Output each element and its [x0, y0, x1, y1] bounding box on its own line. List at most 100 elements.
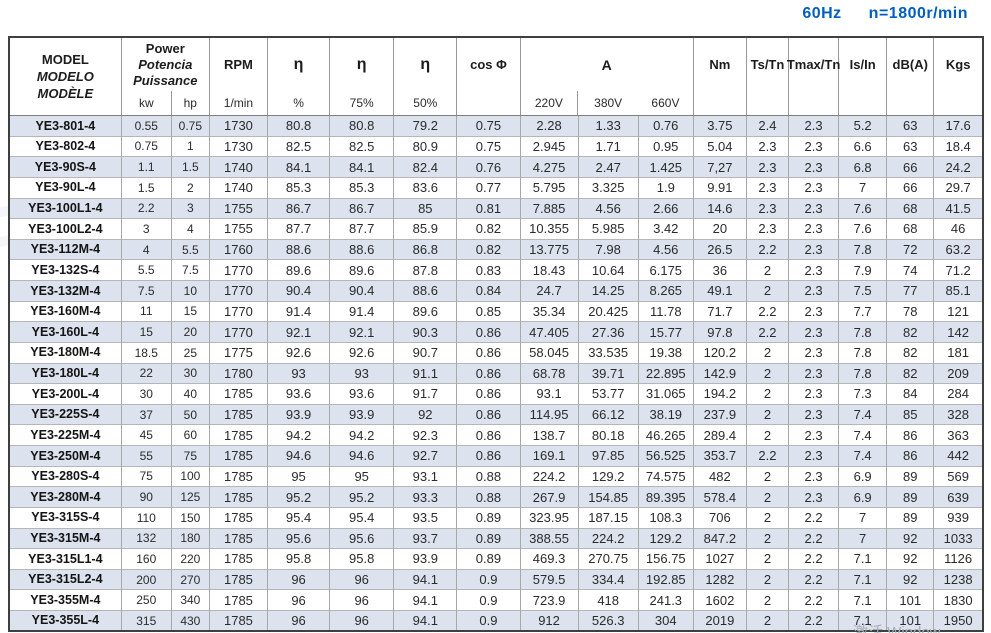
value-cell: 7: [838, 527, 887, 549]
value-cell: 95.2: [329, 486, 394, 508]
value-cell: 2.3: [787, 383, 839, 405]
model-cell: YE3-225S-4: [9, 403, 122, 425]
value-cell: 10: [170, 280, 210, 302]
value-cell: 1.1: [120, 156, 172, 178]
value-cell: 2.3: [787, 280, 839, 302]
value-cell: 2.28: [519, 115, 579, 137]
value-cell: 95: [266, 465, 330, 487]
value-cell: 90.4: [266, 280, 330, 302]
value-cell: 639: [933, 486, 983, 508]
value-cell: 110: [120, 506, 172, 528]
table-row: YE3-280S-4 75 100 1785 95 95 93.1 0.88 2…: [9, 465, 983, 487]
value-cell: 180: [170, 527, 210, 549]
value-cell: 1.425: [637, 156, 694, 178]
value-cell: 91.4: [329, 300, 394, 322]
value-cell: 19.38: [637, 341, 694, 363]
value-cell: 579.5: [519, 568, 579, 590]
value-cell: 2: [745, 548, 789, 570]
value-cell: 2.2: [787, 568, 839, 590]
value-cell: 5.795: [519, 176, 579, 198]
value-cell: 2: [745, 383, 789, 405]
value-cell: 442: [933, 445, 983, 467]
value-cell: 0.81: [456, 197, 520, 219]
table-row: YE3-132S-4 5.5 7.5 1770 89.6 89.6 87.8 0…: [9, 259, 983, 281]
value-cell: 7.4: [838, 445, 887, 467]
value-cell: 125: [170, 486, 210, 508]
value-cell: 2.2: [120, 197, 172, 219]
value-cell: 7.5: [120, 280, 172, 302]
value-cell: 47.405: [519, 321, 579, 343]
value-cell: 2: [170, 176, 210, 198]
value-cell: 7.6: [838, 218, 887, 240]
value-cell: 77: [886, 280, 934, 302]
model-cell: YE3-100L2-4: [9, 218, 122, 240]
value-cell: 1238: [933, 568, 983, 590]
eta-symbol: η: [356, 55, 367, 73]
table-row: YE3-180L-4 22 30 1780 93 93 91.1 0.86 68…: [9, 362, 983, 384]
table-row: YE3-315L1-4 160 220 1785 95.8 95.8 93.9 …: [9, 548, 983, 570]
value-cell: 96: [266, 589, 330, 611]
value-cell: 3: [170, 197, 210, 219]
value-cell: 93: [266, 362, 330, 384]
value-cell: 0.75: [456, 115, 520, 137]
value-cell: 2.2: [745, 238, 789, 260]
value-cell: 2.3: [787, 135, 839, 157]
value-cell: 82.4: [393, 156, 457, 178]
value-cell: 1.9: [637, 176, 694, 198]
value-cell: 90.4: [329, 280, 394, 302]
value-cell: 80.9: [393, 135, 457, 157]
value-cell: 84: [886, 383, 934, 405]
value-cell: 2: [745, 362, 789, 384]
value-cell: 7.885: [519, 197, 579, 219]
value-cell: 2.3: [787, 259, 839, 281]
value-cell: 93.5: [393, 506, 457, 528]
value-cell: 1785: [208, 506, 268, 528]
value-cell: 169.1: [519, 445, 579, 467]
value-cell: 92.6: [329, 341, 394, 363]
header-rpm-label: RPM: [224, 56, 253, 72]
value-cell: 0.88: [456, 465, 520, 487]
header-eta-100: η %: [266, 37, 330, 116]
value-cell: 66.12: [577, 403, 639, 425]
value-cell: 86.8: [393, 238, 457, 260]
value-cell: 68.78: [519, 362, 579, 384]
value-cell: 1770: [208, 280, 268, 302]
dba-label: dB(A): [892, 56, 928, 72]
value-cell: 2: [745, 610, 789, 632]
value-cell: 2: [745, 486, 789, 508]
value-cell: 1785: [208, 610, 268, 632]
value-cell: 60: [170, 424, 210, 446]
value-cell: 270: [170, 568, 210, 590]
header-kgs: Kgs: [933, 37, 983, 116]
value-cell: 6.6: [838, 135, 887, 157]
value-cell: 7: [838, 506, 887, 528]
value-cell: 2.2: [745, 300, 789, 322]
value-cell: 2.3: [745, 218, 789, 240]
value-cell: 89: [886, 506, 934, 528]
table-row: YE3-355L-4 315 430 1785 96 96 94.1 0.9 9…: [9, 610, 983, 632]
table-row: YE3-160L-4 15 20 1770 92.1 92.1 90.3 0.8…: [9, 321, 983, 343]
model-cell: YE3-355M-4: [9, 589, 122, 611]
value-cell: 1780: [208, 362, 268, 384]
table-row: YE3-132M-4 7.5 10 1770 90.4 90.4 88.6 0.…: [9, 280, 983, 302]
value-cell: 37: [120, 403, 172, 425]
value-cell: 22: [120, 362, 172, 384]
value-cell: 0.77: [456, 176, 520, 198]
value-cell: 363: [933, 424, 983, 446]
value-cell: 0.75: [170, 115, 210, 137]
ts-tn-label: Ts/Tn: [750, 56, 785, 72]
value-cell: 1740: [208, 176, 268, 198]
header-rpm: RPM 1/min: [208, 37, 268, 116]
voltage-660-label: 660V: [651, 96, 680, 110]
value-cell: 2.3: [787, 403, 839, 425]
value-cell: 85.1: [933, 280, 983, 302]
value-cell: 1.71: [577, 135, 639, 157]
value-cell: 1785: [208, 383, 268, 405]
value-cell: 31.065: [637, 383, 694, 405]
value-cell: 0.75: [120, 135, 172, 157]
value-cell: 1785: [208, 568, 268, 590]
value-cell: 0.86: [456, 424, 520, 446]
value-cell: 5.5: [170, 238, 210, 260]
table-row: YE3-180M-4 18.5 25 1775 92.6 92.6 90.7 0…: [9, 341, 983, 363]
table-row: YE3-250M-4 55 75 1785 94.6 94.6 92.7 0.8…: [9, 445, 983, 467]
